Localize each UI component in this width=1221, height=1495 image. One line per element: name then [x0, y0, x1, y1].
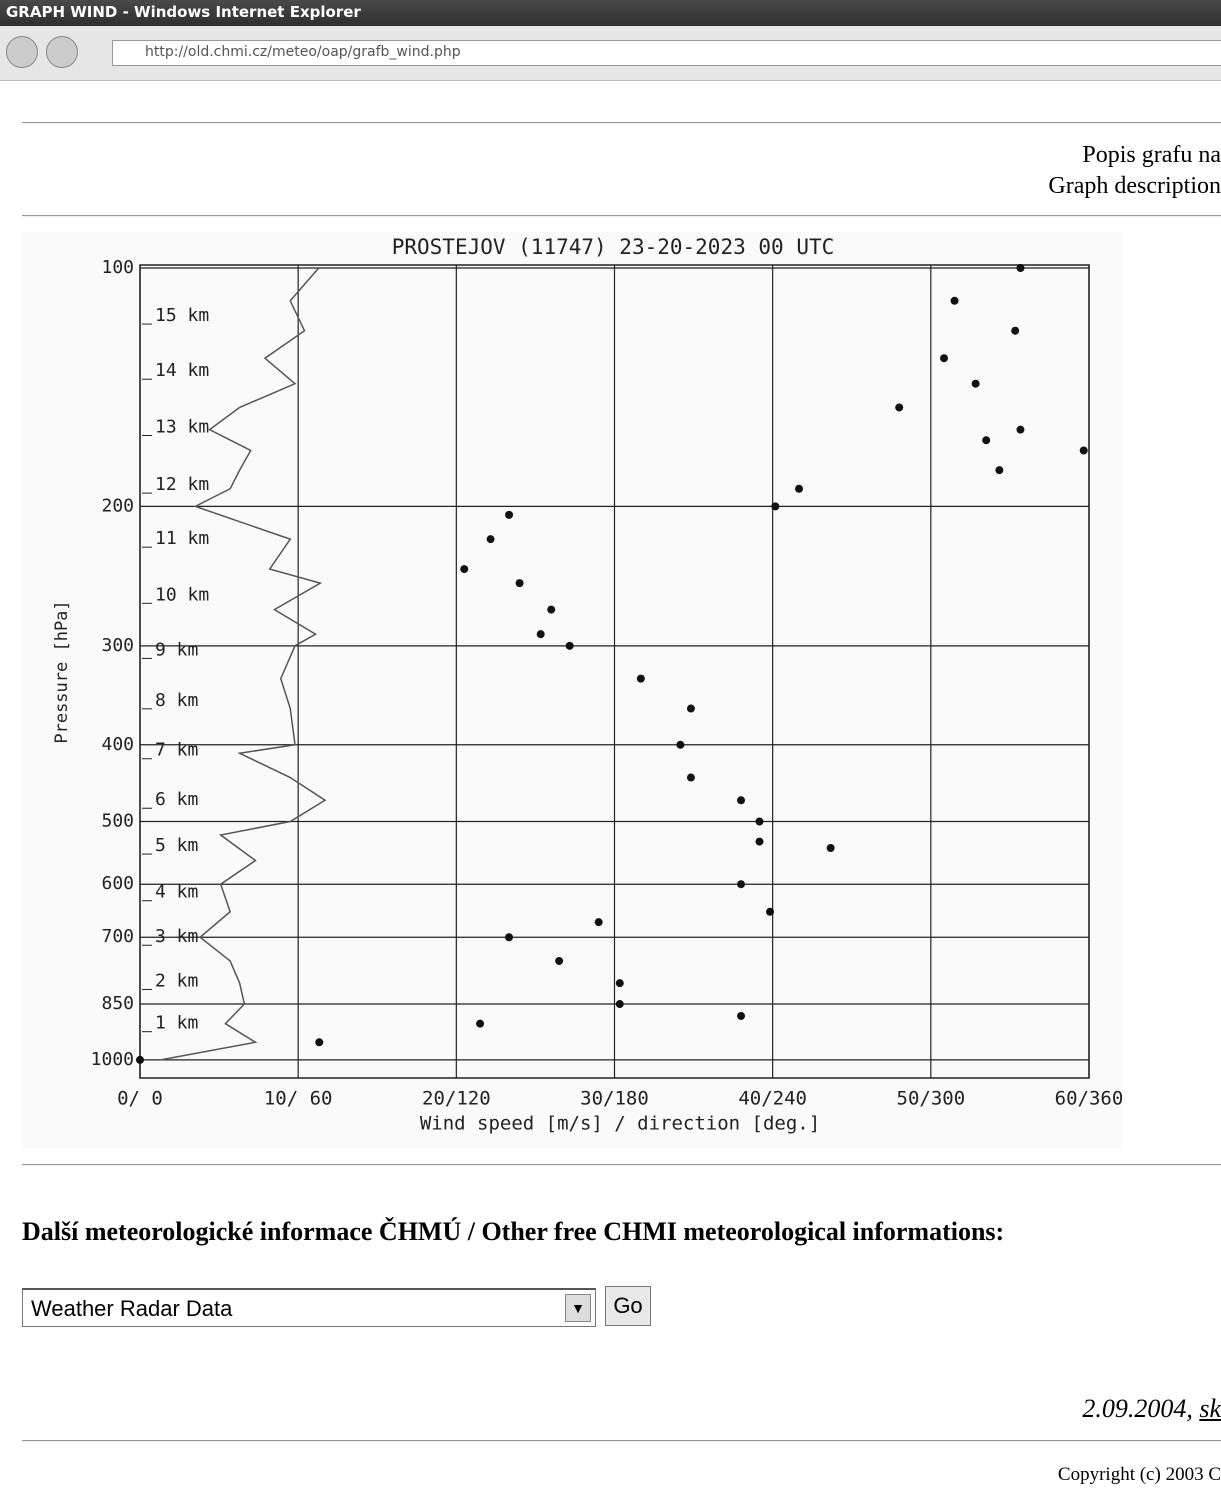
height-label: 12 km [155, 474, 209, 495]
direction-dot [1011, 326, 1020, 335]
y-tick-label: 700 [101, 926, 134, 947]
direction-dot [615, 979, 624, 988]
direction-dot [515, 579, 524, 588]
date: 2.09.2004, sk [1082, 1394, 1221, 1424]
description: Popis grafu na Graph description [1048, 140, 1221, 202]
description-line: Graph description [1048, 173, 1221, 199]
x-tick-label: 20/120 [422, 1088, 491, 1110]
date-link[interactable]: sk [1199, 1394, 1221, 1423]
direction-dot [737, 880, 746, 889]
select-value: Weather Radar Data [31, 1296, 233, 1321]
height-label: 6 km [155, 789, 198, 810]
height-label: 5 km [155, 835, 198, 856]
window-title: GRAPH WIND - Windows Internet Explorer [6, 3, 361, 21]
chart-title: PROSTEJOV (11747) 23-20-2023 00 UTC [392, 235, 835, 259]
y-tick-label: 200 [101, 495, 134, 516]
direction-dot [686, 704, 695, 713]
y-tick-label: 850 [101, 993, 134, 1014]
direction-dot [950, 296, 959, 305]
direction-dot [895, 403, 904, 412]
height-label: 15 km [155, 305, 209, 326]
heading: Další meteorologické informace ČHMÚ / Ot… [22, 1217, 1005, 1246]
height-label: 11 km [155, 528, 209, 549]
date-text: 2.09.2004, [1082, 1394, 1200, 1423]
x-tick-label: 40/240 [738, 1088, 807, 1110]
description-line: Popis grafu na [1082, 142, 1221, 168]
nav-bar: http://old.chmi.cz/meteo/oap/grafb_wind.… [0, 26, 1221, 81]
direction-dot [686, 773, 695, 782]
x-tick-label: 10/ 60 [264, 1088, 333, 1110]
direction-dot [1079, 446, 1088, 455]
go-button[interactable]: Go [605, 1286, 651, 1326]
separator [22, 122, 1221, 124]
x-tick-label: 60/360 [1055, 1088, 1122, 1110]
direction-dot [555, 956, 564, 965]
direction-dot [565, 641, 574, 650]
y-axis-label: Pressure [hPa] [52, 600, 72, 743]
direction-dot [315, 1038, 324, 1047]
height-label: 8 km [155, 690, 198, 711]
direction-dot [476, 1019, 485, 1028]
direction-dot [460, 565, 469, 574]
y-tick-label: 100 [101, 257, 134, 278]
direction-dot [755, 817, 764, 826]
separator [22, 215, 1221, 217]
separator [22, 1164, 1221, 1166]
y-tick-label: 1000 [91, 1049, 134, 1070]
direction-dot [971, 379, 980, 388]
direction-dot [615, 1000, 624, 1009]
separator [22, 1440, 1221, 1442]
speed-line [160, 267, 327, 1061]
direction-dot [547, 605, 556, 614]
direction-dot [1016, 264, 1025, 272]
direction-dot [737, 1011, 746, 1020]
direction-dot [795, 484, 804, 493]
select[interactable]: Weather Radar Data ▼ [22, 1288, 596, 1327]
height-label: 1 km [155, 1013, 198, 1034]
direction-dot [676, 740, 685, 749]
chart: PROSTEJOV (11747) 23-20-2023 00 UTC Pres… [22, 232, 1122, 1148]
direction-dot [766, 907, 775, 916]
y-tick-label: 300 [101, 635, 134, 656]
height-label: 2 km [155, 970, 198, 991]
dropdown-arrow[interactable]: ▼ [565, 1294, 591, 1322]
direction-dot [505, 510, 514, 519]
direction-dot [940, 354, 949, 363]
back-button[interactable] [6, 36, 38, 68]
forward-button[interactable] [46, 36, 78, 68]
title-bar: GRAPH WIND - Windows Internet Explorer [0, 0, 1221, 26]
height-label: 7 km [155, 740, 198, 761]
height-label: 3 km [155, 926, 198, 947]
direction-dot [136, 1055, 144, 1064]
direction-dot [771, 502, 780, 511]
direction-dot [636, 674, 645, 683]
y-tick-label: 600 [101, 873, 134, 894]
y-tick-label: 500 [101, 811, 134, 832]
url: http://old.chmi.cz/meteo/oap/grafb_wind.… [145, 44, 461, 60]
direction-dot [536, 630, 545, 639]
address-bar[interactable]: http://old.chmi.cz/meteo/oap/grafb_wind.… [112, 40, 1221, 66]
x-tick-label: 0/ 0 [117, 1088, 163, 1110]
direction-dot [505, 933, 514, 942]
direction-dot [737, 796, 746, 805]
height-label: 9 km [155, 639, 198, 660]
direction-dot [995, 466, 1004, 475]
direction-dot [1016, 425, 1025, 434]
direction-dot [755, 837, 764, 846]
direction-dot [486, 535, 495, 544]
direction-dot [594, 918, 603, 927]
x-tick-label: 30/180 [580, 1088, 649, 1110]
direction-dot [982, 436, 991, 445]
height-label: 14 km [155, 360, 209, 381]
copyright: Copyright (c) 2003 C [1057, 1464, 1221, 1485]
direction-dot [826, 843, 835, 852]
y-tick-label: 400 [101, 734, 134, 755]
x-axis-label: Wind speed [m/s] / direction [deg.] [420, 1113, 820, 1135]
x-tick-label: 50/300 [897, 1088, 966, 1110]
height-label: 4 km [155, 882, 198, 903]
height-label: 13 km [155, 416, 209, 437]
height-label: 10 km [155, 584, 209, 605]
